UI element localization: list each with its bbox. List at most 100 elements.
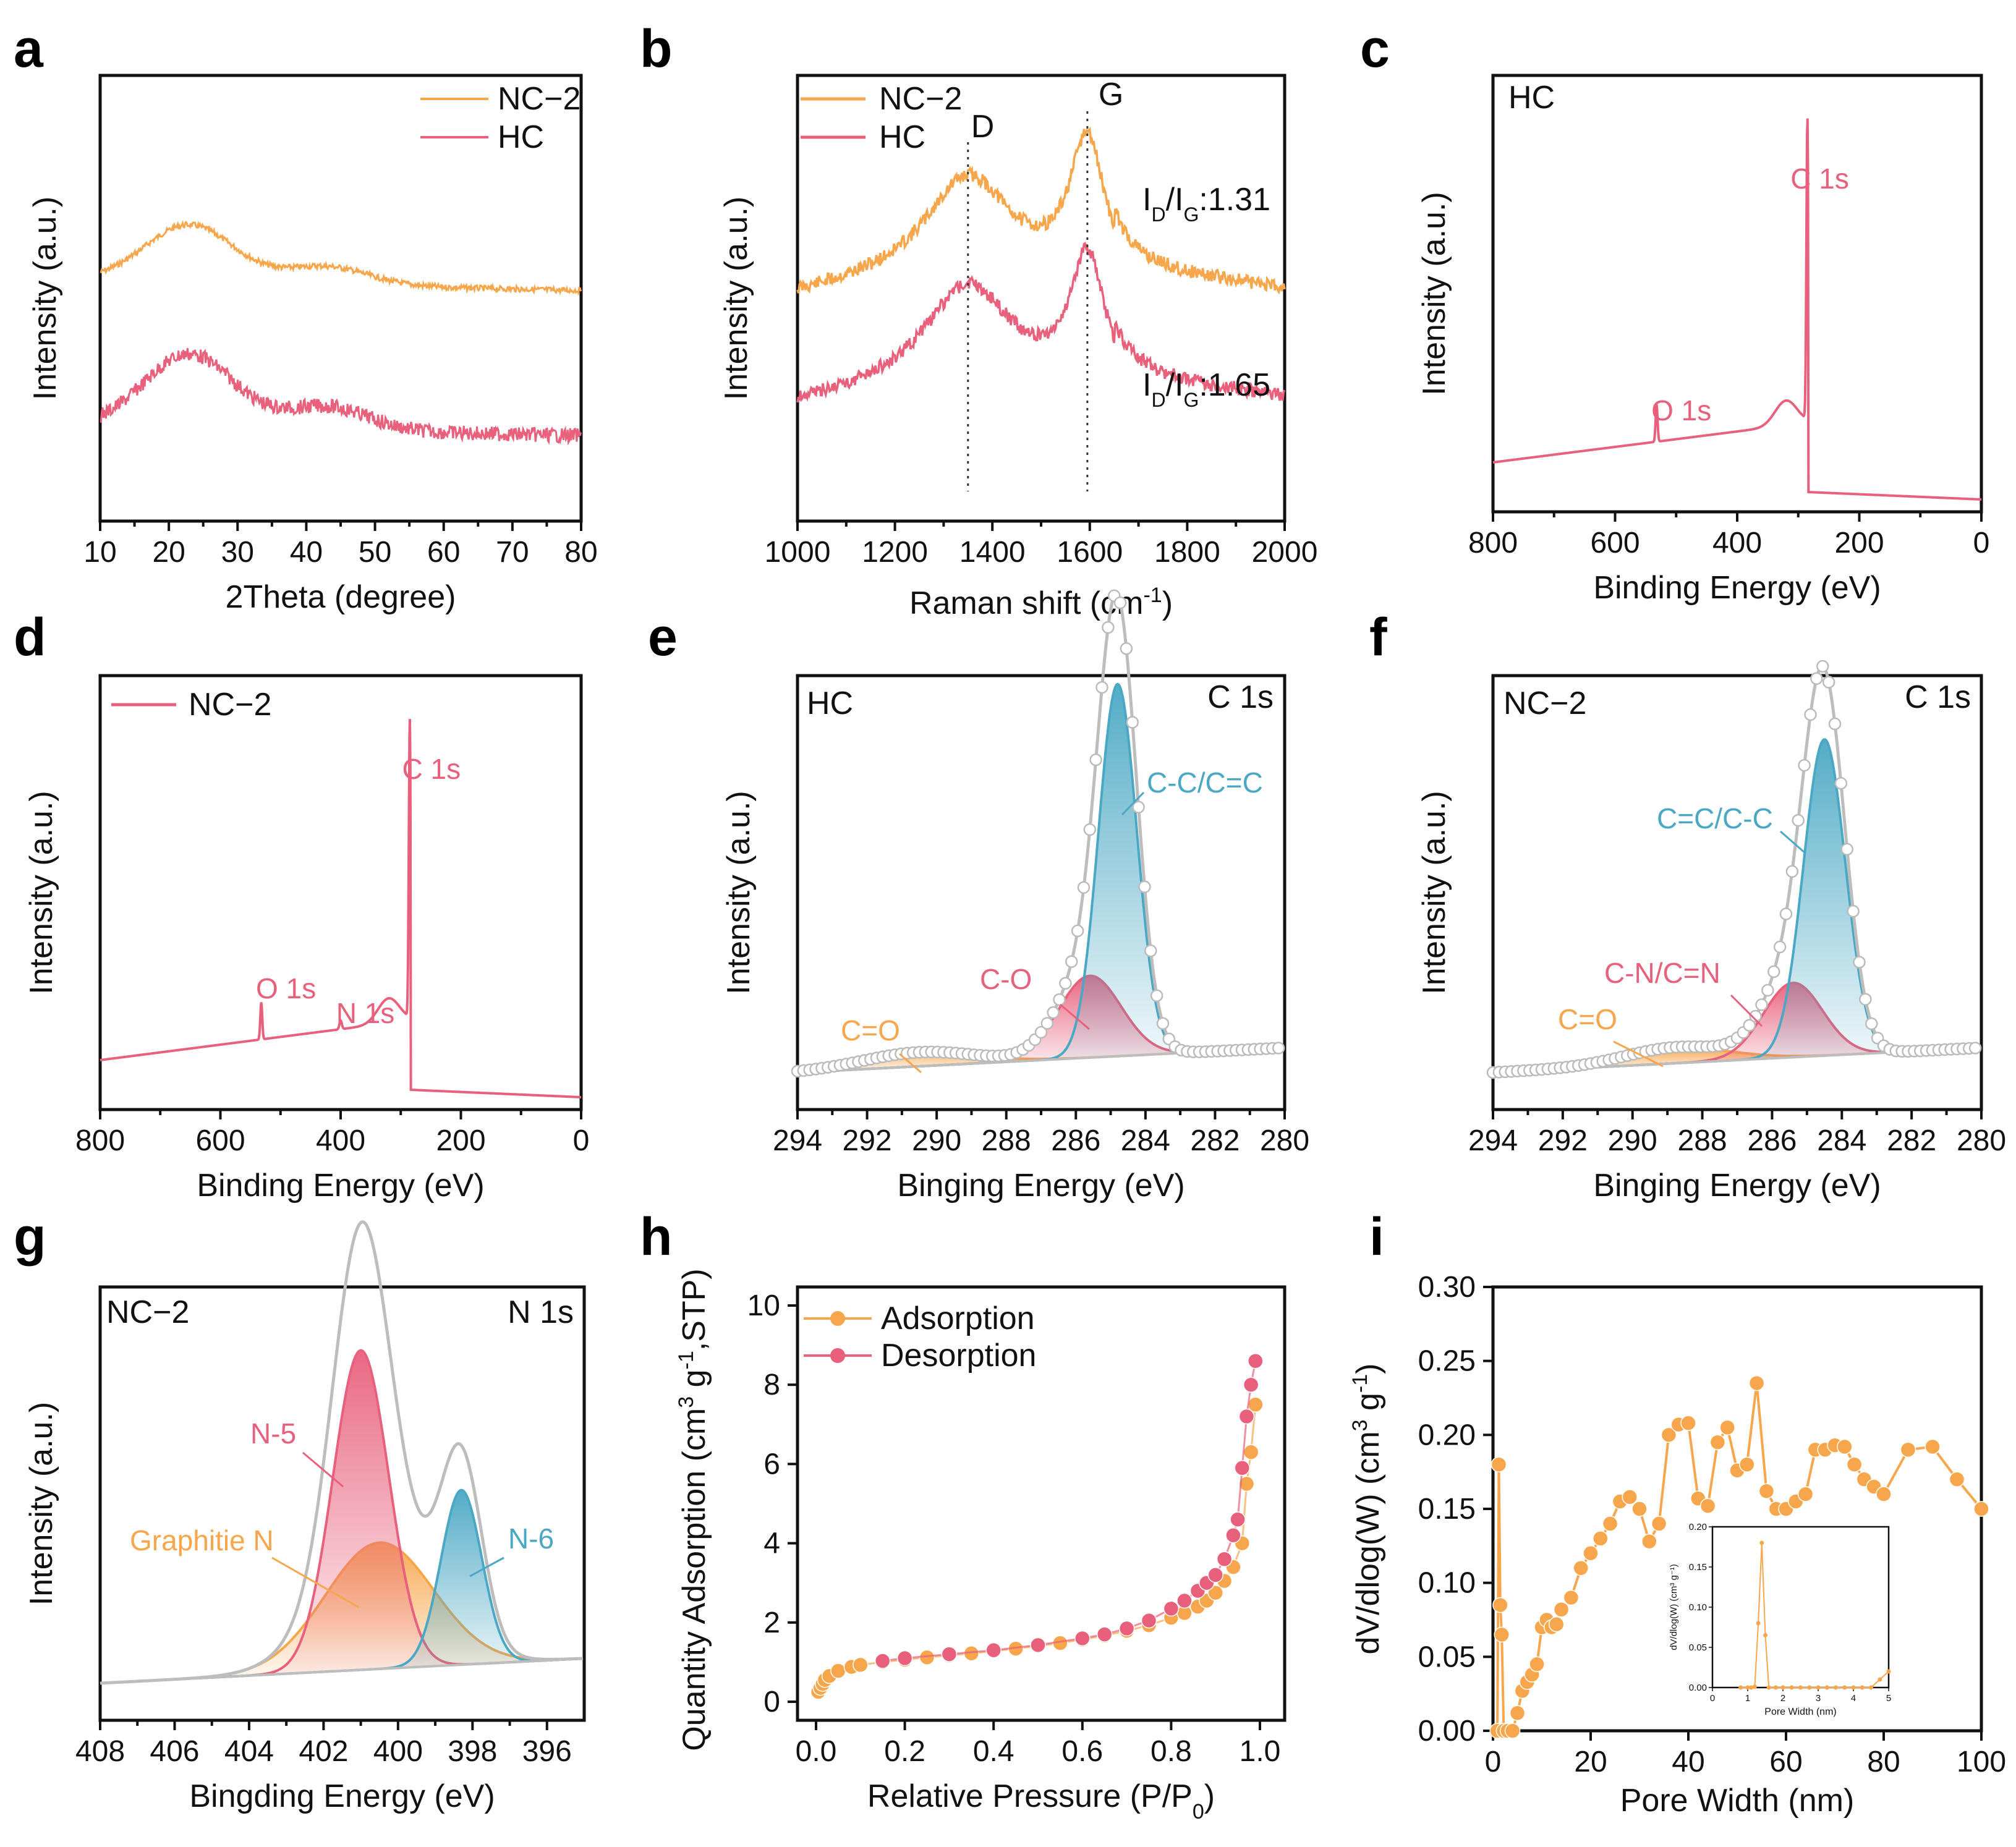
x-tick-label: 400 — [1712, 527, 1762, 559]
inset-y-tick-label: 0.20 — [1689, 1522, 1707, 1532]
y-tick-label: 4 — [763, 1527, 780, 1560]
x-tick-label: 400 — [373, 1735, 423, 1768]
data-point — [1949, 1471, 1965, 1487]
x-tick-label: 70 — [496, 536, 529, 569]
data-point — [1492, 1597, 1508, 1613]
x-tick-label: 50 — [359, 536, 391, 569]
plot-frame — [1491, 74, 1983, 514]
x-tick-label: 600 — [1590, 527, 1640, 559]
data-point — [1163, 1600, 1180, 1617]
component-fill — [1493, 739, 1980, 1072]
data-point — [1176, 1592, 1193, 1609]
x-tick-label: 406 — [150, 1735, 199, 1768]
x-tick-label: 600 — [195, 1124, 245, 1157]
data-point — [1030, 1637, 1046, 1654]
callout-line — [1780, 830, 1806, 854]
plot-frame — [796, 1285, 1287, 1722]
y-axis-label: Intensity (a.u.) — [1416, 192, 1452, 395]
label-tspan: -1 — [1348, 1374, 1372, 1393]
label-tspan: :1.65 — [1199, 367, 1270, 403]
data-point — [1743, 1019, 1756, 1032]
component-fill — [100, 1490, 583, 1683]
x-tick-label: 398 — [448, 1735, 497, 1768]
callout-line — [1121, 791, 1145, 816]
inset-data-point — [1756, 1621, 1761, 1626]
data-point — [1622, 1489, 1638, 1505]
x-axis-label: Binding Energy (eV) — [1593, 570, 1881, 606]
panel-i: 0 20 40 60 80 1000.000.050.100.150.200.250.30… — [1348, 1271, 2006, 1819]
x-tick-label: 284 — [1121, 1124, 1170, 1157]
label-tspan: ,STP) — [676, 1268, 712, 1351]
x-tick-label: 288 — [982, 1124, 1031, 1157]
y-tick-label: 0.30 — [1418, 1271, 1476, 1304]
data-point — [1529, 1656, 1545, 1673]
x-tick-label: 1800 — [1154, 536, 1220, 569]
label-tspan: 3 — [674, 1396, 698, 1408]
legend-label: HC — [879, 119, 925, 155]
y-tick-label: 2 — [763, 1607, 780, 1639]
x-tick-label: 1.0 — [1240, 1735, 1281, 1768]
label-tspan: ) — [1204, 1778, 1215, 1814]
baseline-curve — [100, 1657, 584, 1684]
data-point — [1631, 1501, 1648, 1517]
label-tspan: ) — [1162, 585, 1173, 621]
data-point — [1680, 1415, 1696, 1431]
peak-label-n1s: N 1s — [336, 997, 395, 1029]
ratio-label: ID/IG:1.65 — [1142, 367, 1270, 411]
label-tspan: D — [1151, 203, 1165, 226]
panel-letter-f: f — [1369, 608, 1387, 667]
label-tspan: 0 — [1193, 1800, 1204, 1824]
x-tick-label: 292 — [1538, 1124, 1588, 1157]
callout-line — [271, 1556, 359, 1608]
y-tick-label: 6 — [763, 1448, 780, 1480]
y-tick-label: 0 — [763, 1686, 780, 1718]
x-tick-label: 288 — [1678, 1124, 1727, 1157]
y-axis-label: Intensity (a.u.) — [1416, 791, 1452, 994]
x-tick-label: 0.0 — [796, 1735, 837, 1768]
y-axis-label: Intensity (a.u.) — [718, 197, 754, 400]
x-tick-label: 282 — [1887, 1124, 1936, 1157]
data-point — [1102, 621, 1115, 634]
data-point — [1699, 1498, 1716, 1514]
inset-y-label: dV/dlog(W) (cm³ g⁻¹) — [1669, 1564, 1679, 1650]
peak-label-o1s: O 1s — [1651, 394, 1711, 427]
inset-x-tick-label: 0 — [1710, 1693, 1715, 1704]
x-tick-label: 800 — [75, 1124, 125, 1157]
data-point — [1602, 1516, 1618, 1532]
component-label: Graphitie N — [130, 1524, 274, 1556]
component-label: C-N/C=N — [1604, 957, 1720, 989]
x-axis-label: 2Theta (degree) — [226, 579, 456, 615]
panel-e: 294 292 290 288 286 284 282 280 Binging Energy (… — [721, 589, 1309, 1204]
x-tick-label: 290 — [912, 1124, 961, 1157]
x-tick-label: 0 — [1973, 527, 1990, 559]
panel-letter-d: d — [14, 608, 46, 667]
x-tick-label: 292 — [843, 1124, 892, 1157]
x-tick-label: 40 — [1672, 1746, 1704, 1778]
data-point — [1238, 1408, 1255, 1425]
x-axis-label: Raman shift (cm-1) — [909, 584, 1173, 621]
y-axis-label: Quantity Adsorption (cm3 g-1,STP) — [674, 1268, 712, 1751]
x-tick-label: 1000 — [765, 536, 831, 569]
x-tick-label: 1400 — [959, 536, 1026, 569]
data-point — [1077, 881, 1091, 894]
legend-label: Desorption — [881, 1338, 1036, 1374]
x-tick-label: 800 — [1468, 527, 1518, 559]
data-point — [1822, 676, 1835, 689]
panel-letter-i: i — [1369, 1207, 1384, 1267]
component-fill — [100, 1350, 583, 1683]
data-point — [1834, 776, 1848, 790]
sample-label: HC — [1508, 80, 1555, 116]
data-point — [853, 1657, 869, 1673]
data-point — [1797, 1486, 1814, 1502]
inset-data-point — [1789, 1685, 1794, 1690]
x-tick-label: 60 — [427, 536, 460, 569]
y-tick-label: 10 — [747, 1289, 780, 1322]
inset-data-point — [1807, 1685, 1812, 1690]
data-point — [1968, 1042, 1982, 1055]
data-point — [830, 1663, 846, 1679]
y-tick-label: 0.20 — [1418, 1419, 1476, 1451]
x-axis-label: Binging Energy (eV) — [897, 1168, 1185, 1204]
x-tick-label: 0.2 — [884, 1735, 925, 1768]
inset-data-point — [1738, 1685, 1743, 1690]
inset-y-tick-label: 0.05 — [1689, 1642, 1707, 1653]
